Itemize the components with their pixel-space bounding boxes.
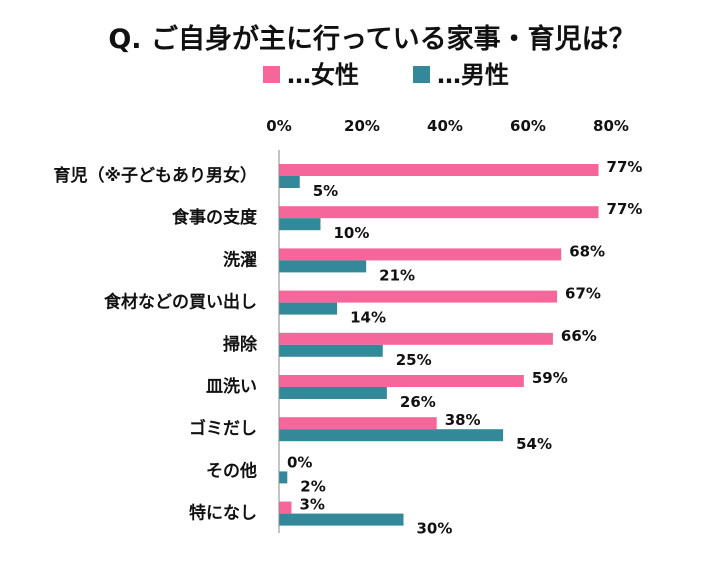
x-tick-label: 20% xyxy=(344,117,380,135)
x-axis-ticks: 0% 20% 40% 60% 80% xyxy=(266,117,629,135)
legend-label-male: …男性 xyxy=(437,61,509,89)
category-label: 育児（※子どもあり男女） xyxy=(53,165,257,186)
data-label-female: 68% xyxy=(569,242,605,260)
data-label-female: 3% xyxy=(299,496,324,514)
bar-male xyxy=(279,302,338,315)
chart-title: Q. ご自身が主に行っている家事・育児は？ xyxy=(108,23,635,55)
legend: …女性 …男性 xyxy=(263,61,509,89)
x-tick-label: 40% xyxy=(427,117,463,135)
data-label-male: 25% xyxy=(396,351,432,369)
data-label-female: 38% xyxy=(445,411,481,429)
bar-female xyxy=(279,248,562,261)
data-label-female: 67% xyxy=(565,285,601,303)
data-label-male: 5% xyxy=(313,182,338,200)
data-label-male: 21% xyxy=(379,266,415,284)
legend-swatch-male xyxy=(413,66,430,83)
x-tick-label: 80% xyxy=(593,117,629,135)
bar-female xyxy=(279,332,553,345)
bar-female xyxy=(279,290,558,303)
category-label: 特になし xyxy=(189,503,257,524)
data-label-male: 26% xyxy=(400,393,436,411)
bar-female xyxy=(279,417,437,430)
category-label: その他 xyxy=(206,460,257,481)
data-label-male: 54% xyxy=(516,435,552,453)
data-label-male: 2% xyxy=(300,477,325,495)
data-label-female: 77% xyxy=(607,158,643,176)
bar-male xyxy=(279,387,387,399)
x-tick-label: 0% xyxy=(266,117,291,135)
category-label: 皿洗い xyxy=(206,376,257,397)
legend-swatch-female xyxy=(263,66,280,83)
bar-female xyxy=(279,206,599,219)
category-label: 洗濯 xyxy=(223,249,257,270)
category-label: 食材などの買い出し xyxy=(104,292,257,313)
bar-male xyxy=(279,344,383,357)
category-label: 掃除 xyxy=(223,334,258,355)
data-label-male: 30% xyxy=(417,520,453,538)
data-label-female: 66% xyxy=(561,327,597,345)
data-label-female: 77% xyxy=(607,200,643,218)
bar-male xyxy=(279,429,504,442)
bar-female xyxy=(279,375,524,387)
data-label-male: 10% xyxy=(334,224,370,242)
bar-female xyxy=(279,501,292,514)
legend-label-female: …女性 xyxy=(287,61,359,89)
x-tick-label: 60% xyxy=(510,117,546,135)
bars xyxy=(279,164,599,526)
category-label: ゴミだし xyxy=(189,418,257,439)
category-label: 食事の支度 xyxy=(172,207,258,228)
bar-male xyxy=(279,218,321,231)
data-label-female: 0% xyxy=(287,453,312,471)
bar-female xyxy=(279,164,599,176)
bar-male xyxy=(279,176,300,188)
bar-male xyxy=(279,471,288,484)
bar-value-labels: 77% 77% 68% 67% 66% 59% 38% 0% 3% 5% 10% 21% 14% 25% 2… xyxy=(287,158,642,538)
data-label-female: 59% xyxy=(532,369,568,387)
data-label-male: 14% xyxy=(350,309,386,327)
bar-male xyxy=(279,260,367,273)
bar-male xyxy=(279,513,404,526)
category-labels: 育児（※子どもあり男女） 食事の支度洗濯食材などの買い出し掃除皿洗いゴミだしその他… xyxy=(53,165,258,524)
